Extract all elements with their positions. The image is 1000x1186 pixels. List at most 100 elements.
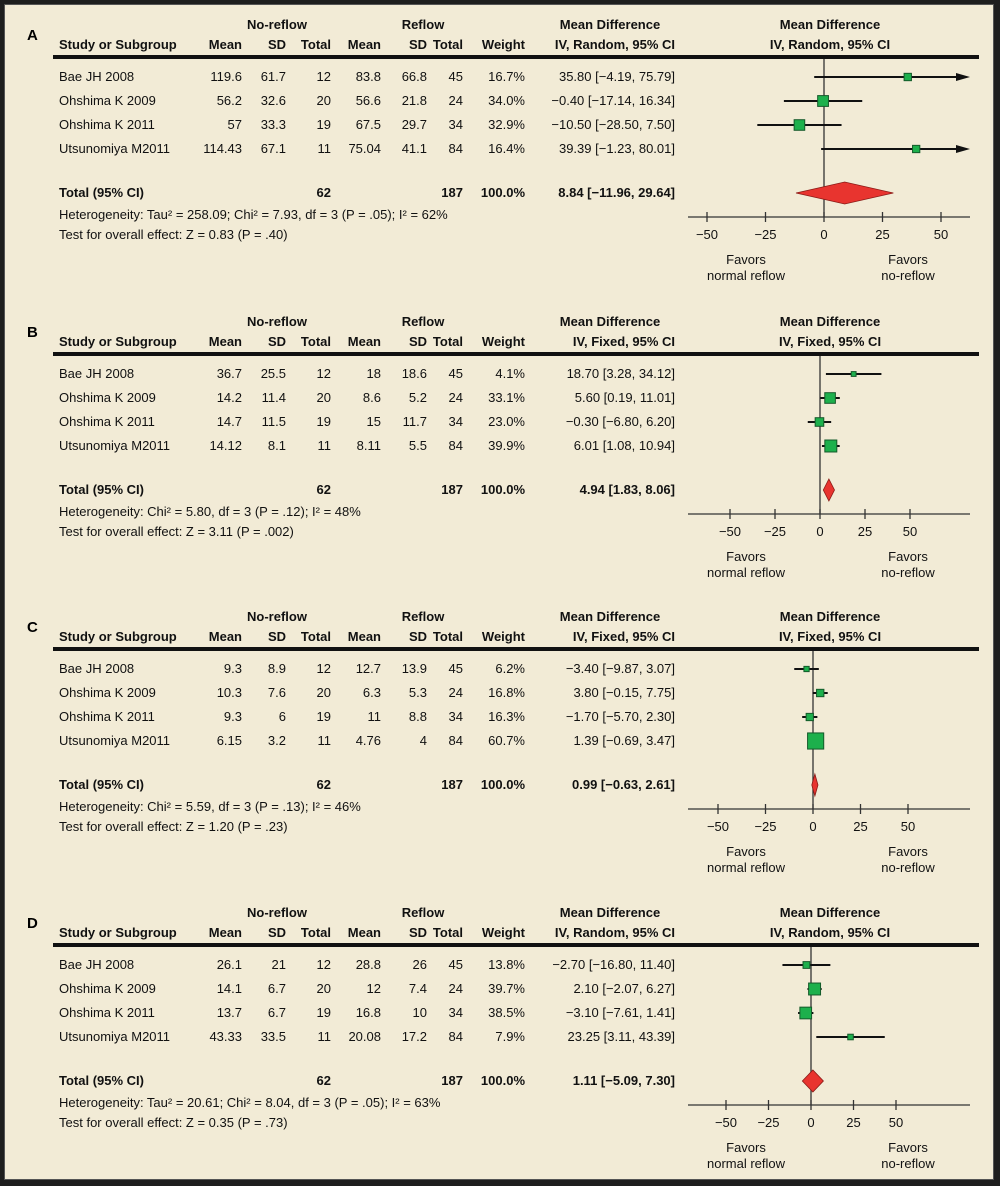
study-square — [793, 119, 806, 131]
mean1-cell: 13.7 — [216, 1005, 242, 1020]
sd1-cell: 32.6 — [260, 93, 286, 108]
forest-panel-c: C No-reflow Reflow Mean Difference Mean … — [5, 597, 993, 893]
favors-left-2: normal reflow — [706, 565, 786, 580]
favors-right-2: no-reflow — [881, 565, 935, 580]
total2-col-header: Total — [432, 629, 463, 644]
method-col-header: IV, Random, 95% CI — [554, 925, 675, 940]
plot-md-header: Mean Difference — [779, 17, 881, 32]
weight-cell: 16.3% — [488, 709, 525, 724]
x-tick-label: 0 — [816, 524, 823, 539]
total-weight: 100.0% — [480, 1073, 525, 1088]
total2-cell: 45 — [448, 366, 463, 381]
forest-panel-b: B No-reflow Reflow Mean Difference Mean … — [5, 302, 993, 598]
study-name-cell: Utsunomiya M2011 — [59, 141, 171, 156]
total2-cell: 45 — [448, 661, 463, 676]
mean1-cell: 9.3 — [223, 661, 242, 676]
study-square — [807, 732, 825, 750]
x-tick-label: 50 — [889, 1115, 903, 1130]
mean1-cell: 14.2 — [216, 390, 242, 405]
total2-cell: 34 — [448, 414, 463, 429]
mean2-cell: 4.76 — [355, 733, 381, 748]
mean1-cell: 56.2 — [216, 93, 242, 108]
x-tick-label: 25 — [853, 819, 867, 834]
favors-left-2: normal reflow — [706, 860, 786, 875]
group2-header: Reflow — [401, 314, 445, 329]
method-col-header: IV, Random, 95% CI — [554, 37, 675, 52]
mean2-cell: 20.08 — [348, 1029, 381, 1044]
favors-right-1: Favors — [888, 844, 928, 859]
mean2-cell: 15 — [366, 414, 381, 429]
total-label: Total (95% CI) — [59, 1073, 144, 1088]
total-n1: 62 — [316, 777, 331, 792]
md-header: Mean Difference — [559, 17, 661, 32]
mean1-cell: 10.3 — [216, 685, 242, 700]
total2-cell: 84 — [448, 141, 463, 156]
sd1-col-header: SD — [267, 925, 286, 940]
weight-cell: 38.5% — [488, 1005, 525, 1020]
total1-cell: 11 — [317, 1029, 332, 1044]
mean1-cell: 6.15 — [216, 733, 242, 748]
weight-cell: 23.0% — [488, 414, 525, 429]
arrow-right-icon — [956, 73, 970, 81]
method-col-header: IV, Fixed, 95% CI — [572, 629, 675, 644]
weight-cell: 6.2% — [495, 661, 525, 676]
mean1-cell: 119.6 — [210, 69, 242, 84]
weight-cell: 13.8% — [488, 957, 525, 972]
total-ci: 4.94 [1.83, 8.06] — [579, 482, 675, 497]
sd2-col-header: SD — [408, 629, 427, 644]
forest-plot: −50 −25 0 25 50 — [688, 947, 970, 1130]
weight-cell: 39.7% — [488, 981, 525, 996]
favors-right-1: Favors — [888, 1140, 928, 1155]
total1-cell: 19 — [316, 414, 331, 429]
weight-cell: 16.8% — [488, 685, 525, 700]
study-square — [802, 961, 811, 969]
group1-header: No-reflow — [247, 17, 307, 32]
sd2-cell: 11.7 — [402, 414, 427, 429]
md-header: Mean Difference — [559, 609, 661, 624]
total2-cell: 45 — [448, 957, 463, 972]
mean1-col-header: Mean — [208, 925, 242, 940]
sd2-cell: 18.6 — [401, 366, 427, 381]
favors-left-1: Favors — [726, 549, 766, 564]
total1-cell: 20 — [316, 390, 331, 405]
sd2-cell: 4 — [419, 733, 427, 748]
mean2-cell: 12.7 — [355, 661, 381, 676]
study-col-header: Study or Subgroup — [59, 37, 177, 52]
md-ci-cell: 39.39 [−1.23, 80.01] — [558, 141, 675, 156]
mean2-cell: 8.6 — [362, 390, 381, 405]
method-col-header: IV, Fixed, 95% CI — [572, 334, 675, 349]
sd2-col-header: SD — [408, 37, 427, 52]
mean2-cell: 75.04 — [348, 141, 381, 156]
mean1-col-header: Mean — [208, 37, 242, 52]
heterogeneity-text: Heterogeneity: Chi² = 5.80, df = 3 (P = … — [59, 504, 361, 519]
weight-cell: 32.9% — [488, 117, 525, 132]
sd2-col-header: SD — [408, 925, 427, 940]
md-ci-cell: 6.01 [1.08, 10.94] — [573, 438, 675, 453]
weight-col-header: Weight — [481, 629, 525, 644]
total2-cell: 24 — [448, 390, 463, 405]
total-label: Total (95% CI) — [59, 482, 144, 497]
weight-cell: 4.1% — [495, 366, 525, 381]
total-ci: 0.99 [−0.63, 2.61] — [572, 777, 675, 792]
study-square — [805, 712, 814, 722]
x-tick-label: 25 — [875, 227, 889, 242]
weight-col-header: Weight — [481, 37, 525, 52]
total-n2: 187 — [441, 1073, 463, 1088]
total-label: Total (95% CI) — [59, 185, 144, 200]
pooled-diamond — [801, 1069, 824, 1093]
favors-left-1: Favors — [726, 252, 766, 267]
total-n1: 62 — [316, 482, 331, 497]
study-name-cell: Bae JH 2008 — [59, 957, 135, 972]
x-tick-label: 50 — [934, 227, 948, 242]
mean2-cell: 18 — [366, 366, 381, 381]
x-tick-label: −50 — [707, 819, 729, 834]
weight-cell: 34.0% — [488, 93, 525, 108]
forest-plot-figure: A No-reflow Reflow Mean Difference Mean … — [4, 4, 994, 1180]
study-name-cell: Ohshima K 2009 — [59, 685, 156, 700]
overall-effect-text: Test for overall effect: Z = 1.20 (P = .… — [59, 819, 288, 834]
total-ci: 1.11 [−5.09, 7.30] — [572, 1073, 675, 1088]
study-col-header: Study or Subgroup — [59, 334, 177, 349]
mean1-cell: 14.12 — [209, 438, 242, 453]
total1-cell: 20 — [316, 981, 331, 996]
sd2-cell: 41.1 — [401, 141, 427, 156]
